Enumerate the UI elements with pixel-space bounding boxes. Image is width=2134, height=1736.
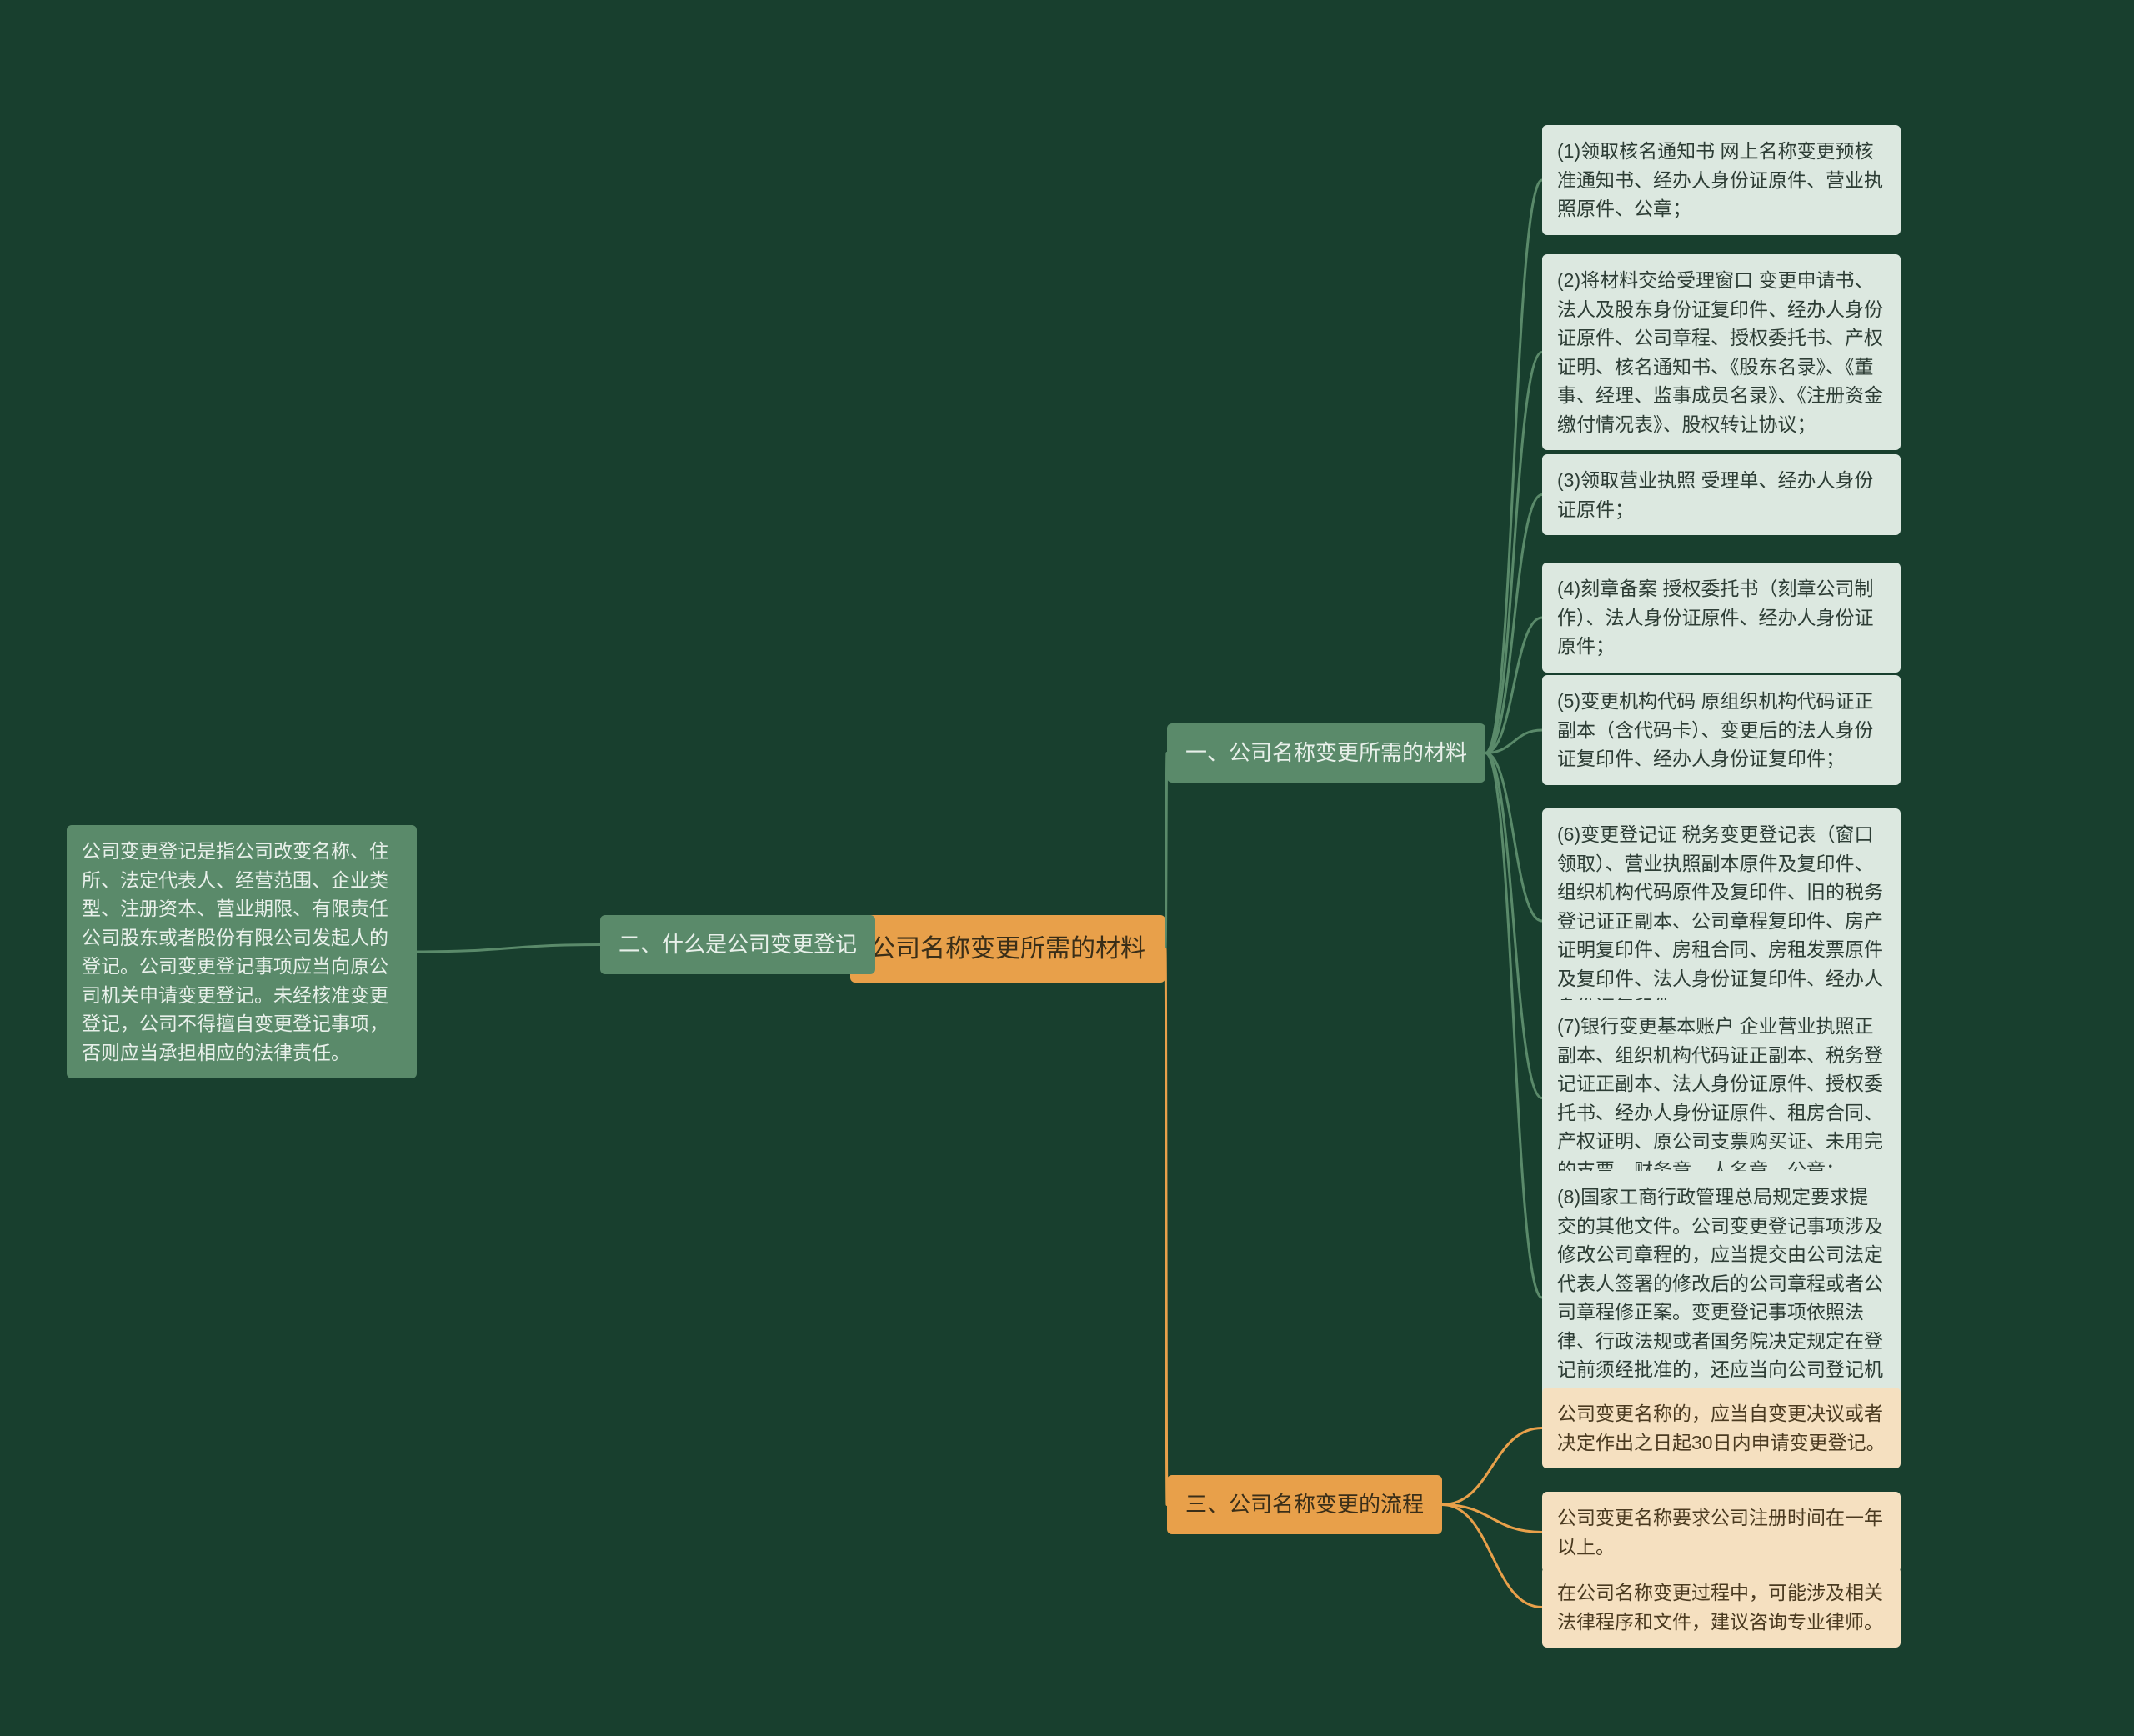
material-item-3: (3)领取营业执照 受理单、经办人身份证原件； xyxy=(1542,454,1901,535)
material-item-1: (1)领取核名通知书 网上名称变更预核准通知书、经办人身份证原件、营业执照原件、… xyxy=(1542,125,1901,235)
branch-process: 三、公司名称变更的流程 xyxy=(1167,1475,1442,1534)
material-item-8: (8)国家工商行政管理总局规定要求提交的其他文件。公司变更登记事项涉及修改公司章… xyxy=(1542,1171,1901,1424)
process-item-3: 在公司名称变更过程中，可能涉及相关法律程序和文件，建议咨询专业律师。 xyxy=(1542,1567,1901,1648)
material-item-4: (4)刻章备案 授权委托书（刻章公司制作）、法人身份证原件、经办人身份证原件； xyxy=(1542,563,1901,673)
process-item-2: 公司变更名称要求公司注册时间在一年以上。 xyxy=(1542,1492,1901,1573)
material-item-5: (5)变更机构代码 原组织机构代码证正副本（含代码卡）、变更后的法人身份证复印件… xyxy=(1542,675,1901,785)
process-item-1: 公司变更名称的，应当自变更决议或者决定作出之日起30日内申请变更登记。 xyxy=(1542,1388,1901,1468)
branch-materials: 一、公司名称变更所需的材料 xyxy=(1167,723,1485,783)
root-node: 公司名称变更所需的材料 xyxy=(850,915,1165,983)
material-item-7: (7)银行变更基本账户 企业营业执照正副本、组织机构代码证正副本、税务登记证正副… xyxy=(1542,1000,1901,1196)
branch-what-is: 二、什么是公司变更登记 xyxy=(600,915,875,974)
material-item-2: (2)将材料交给受理窗口 变更申请书、法人及股东身份证复印件、经办人身份证原件、… xyxy=(1542,254,1901,450)
definition-leaf: 公司变更登记是指公司改变名称、住所、法定代表人、经营范围、企业类型、注册资本、营… xyxy=(67,825,417,1078)
